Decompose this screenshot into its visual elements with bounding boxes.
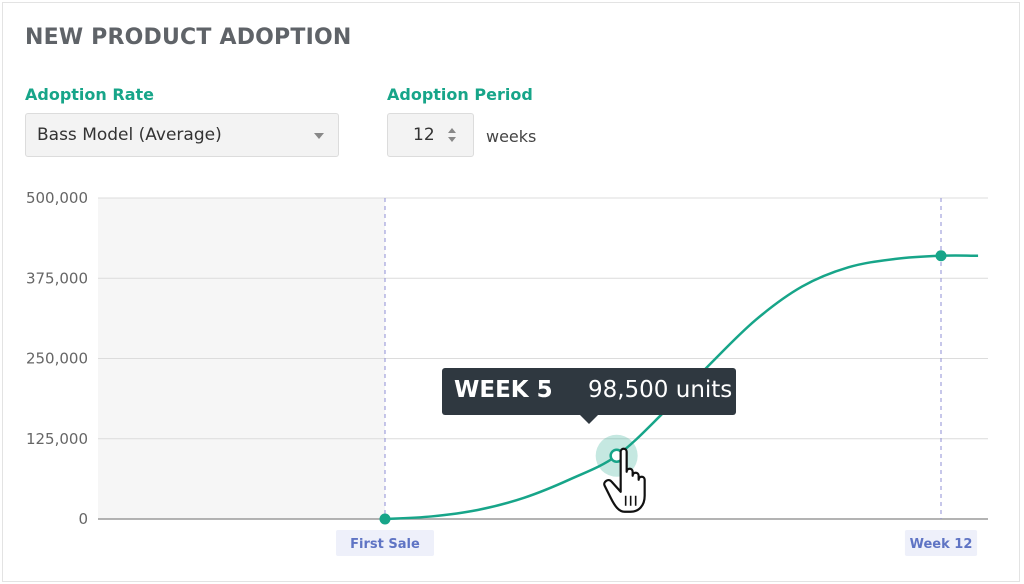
hand-outline [603,447,646,513]
page-title: NEW PRODUCT ADOPTION [25,25,352,50]
chart-tooltip: WEEK 5 98,500 units [442,368,736,424]
marker-label: Week 12 [910,537,973,552]
spin-down-icon[interactable] [448,137,456,142]
endpoint-dot [935,250,947,262]
y-tick-label: 250,000 [26,350,88,368]
tooltip-value: 98,500 units [587,377,733,403]
y-tick-label: 125,000 [26,430,88,448]
spinner-icon[interactable] [448,127,458,145]
hand-pointer-icon [603,447,646,513]
adoption-rate-value: Bass Model (Average) [37,125,222,145]
adoption-period-value: 12 [413,125,435,145]
marker-badge [336,530,434,556]
tooltip-week: WEEK 5 [454,377,553,403]
tooltip-arrow [580,415,598,424]
adoption-period-label: Adoption Period [387,85,533,104]
adoption-rate-select[interactable]: Bass Model (Average) [25,113,339,157]
marker-badge [904,530,978,556]
marker-label: First Sale [350,537,420,552]
endpoint-dot [379,513,391,525]
y-tick-label: 500,000 [26,189,88,207]
chevron-down-icon [314,133,324,139]
adoption-period-stepper[interactable]: 12 [387,113,474,157]
y-tick-label: 375,000 [26,269,88,287]
adoption-rate-label: Adoption Rate [25,85,154,104]
adoption-period-unit: weeks [486,127,537,146]
spin-up-icon[interactable] [448,128,456,133]
y-tick-label: 0 [78,510,88,528]
